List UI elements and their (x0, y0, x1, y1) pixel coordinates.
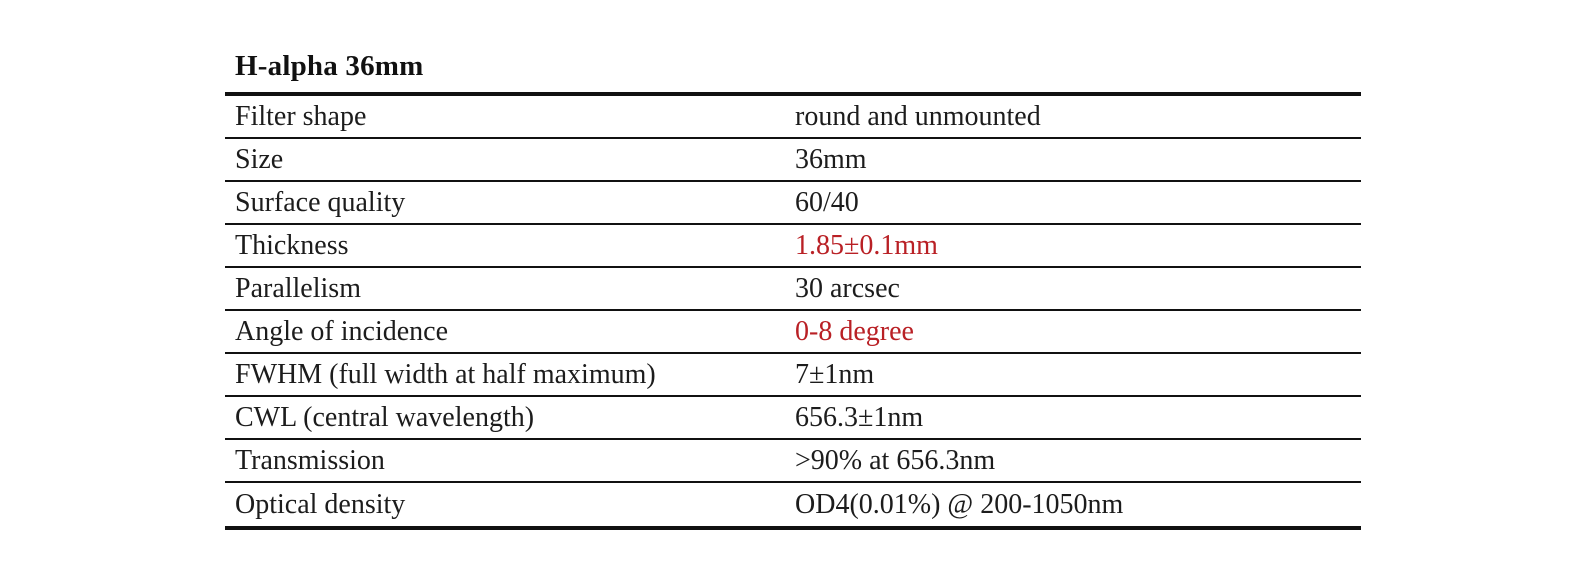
spec-table-body: Filter shape round and unmounted Size 36mm S… (225, 96, 1361, 526)
spec-label: CWL (central wavelength) (235, 403, 535, 432)
table-row: Filter shape round and unmounted (225, 96, 1361, 139)
table-row: FWHM (full width at half maximum) 7±1nm (225, 354, 1361, 397)
table-title: H-alpha 36mm (235, 50, 424, 82)
spec-label: Parallelism (235, 274, 361, 303)
spec-value: 656.3±1nm (795, 403, 924, 432)
table-row: Thickness 1.85±0.1mm (225, 225, 1361, 268)
spec-value: 30 arcsec (795, 274, 900, 303)
spec-value: 0-8 degree (795, 317, 914, 346)
spec-value: 36mm (795, 145, 867, 174)
spec-value: 7±1nm (795, 360, 875, 389)
spec-label: Surface quality (235, 188, 406, 217)
spec-label: Angle of incidence (235, 317, 449, 346)
spec-value: round and unmounted (795, 102, 1041, 131)
spec-label: Filter shape (235, 102, 367, 131)
spec-label: Size (235, 145, 284, 174)
spec-value: OD4(0.01%) @ 200-1050nm (795, 490, 1124, 519)
table-row: Optical density OD4(0.01%) @ 200-1050nm (225, 483, 1361, 526)
spec-value: 1.85±0.1mm (795, 231, 938, 260)
table-row: Angle of incidence 0-8 degree (225, 311, 1361, 354)
spec-value: 60/40 (795, 188, 859, 217)
spec-document: H-alpha 36mm Filter shape round and unmou… (225, 50, 1361, 530)
spec-label: Transmission (235, 446, 385, 475)
spec-label: Thickness (235, 231, 349, 260)
table-row: CWL (central wavelength) 656.3±1nm (225, 397, 1361, 440)
spec-label: FWHM (full width at half maximum) (235, 360, 656, 389)
table-row: Transmission >90% at 656.3nm (225, 440, 1361, 483)
spec-label: Optical density (235, 490, 406, 519)
table-row: Parallelism 30 arcsec (225, 268, 1361, 311)
table-row: Size 36mm (225, 139, 1361, 182)
spec-table: Filter shape round and unmounted Size 36mm S… (225, 92, 1361, 530)
spec-value: >90% at 656.3nm (795, 446, 996, 475)
table-row: Surface quality 60/40 (225, 182, 1361, 225)
